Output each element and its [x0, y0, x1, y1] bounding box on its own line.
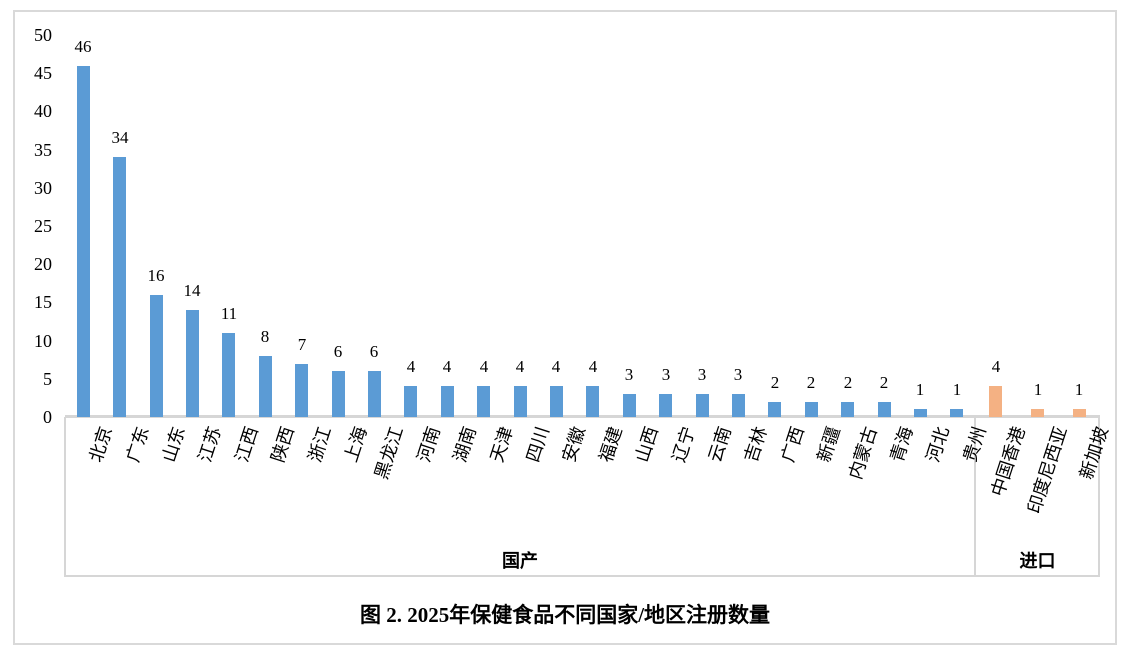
bar	[805, 402, 818, 417]
bar-value-label: 4	[406, 357, 416, 376]
bar-value-label: 1	[1033, 380, 1043, 399]
y-axis-tick-label: 15	[34, 292, 52, 313]
bar	[914, 409, 927, 417]
bar-value-label: 6	[369, 342, 379, 361]
bar-value-label: 11	[220, 304, 238, 323]
category-box-bottom-line	[65, 575, 1100, 577]
bar-value-label: 4	[588, 357, 598, 376]
group-label-domestic: 国产	[502, 551, 538, 571]
bar-value-label: 34	[111, 128, 129, 147]
chart-title: 图 2. 2025年保健食品不同国家/地区注册数量	[359, 603, 771, 627]
bar-value-label: 3	[733, 365, 743, 384]
bar	[477, 386, 490, 417]
y-axis-tick-label: 50	[34, 25, 52, 45]
bar-value-label: 2	[879, 373, 889, 392]
bar	[222, 333, 235, 417]
bar	[113, 157, 126, 417]
bar	[295, 364, 308, 417]
bar	[150, 295, 163, 417]
bar-value-label: 6	[333, 342, 343, 361]
bar	[259, 356, 272, 417]
bar-value-label: 46	[74, 37, 92, 56]
bar-value-label: 2	[806, 373, 816, 392]
y-axis-tick-label: 10	[34, 330, 52, 351]
bar-value-label: 4	[551, 357, 561, 376]
bar-value-label: 8	[260, 327, 270, 346]
category-divider-left	[64, 417, 66, 577]
bar-value-label: 4	[991, 357, 1001, 376]
bar	[514, 386, 527, 417]
bar	[1031, 409, 1044, 417]
category-divider-right	[1098, 417, 1100, 577]
bar-value-label: 1	[915, 380, 925, 399]
bar	[989, 386, 1002, 417]
bar	[77, 66, 90, 417]
bar-value-label: 16	[147, 266, 165, 285]
y-axis-tick-label: 35	[34, 139, 52, 160]
bar	[878, 402, 891, 417]
category-divider-middle	[974, 417, 976, 577]
bar-value-label: 3	[624, 365, 634, 384]
y-axis-tick-label: 0	[43, 407, 52, 427]
bar	[768, 402, 781, 417]
bar-value-label: 4	[479, 357, 489, 376]
bar	[441, 386, 454, 417]
y-axis-tick-label: 20	[34, 254, 52, 275]
bar-value-label: 1	[1074, 380, 1084, 399]
y-axis-tick-label: 5	[43, 368, 52, 389]
bar-value-label: 3	[697, 365, 707, 384]
bar	[332, 371, 345, 417]
bar	[1073, 409, 1086, 417]
bar-value-label: 7	[297, 335, 307, 354]
bar	[841, 402, 854, 417]
y-axis-tick-label: 40	[34, 101, 52, 122]
bar	[732, 394, 745, 417]
group-label-import: 进口	[1019, 551, 1056, 571]
bar	[186, 310, 199, 417]
bar-value-label: 14	[183, 281, 201, 300]
bar	[586, 386, 599, 417]
bar-value-label: 4	[515, 357, 525, 376]
bar	[550, 386, 563, 417]
x-axis-line	[65, 415, 1100, 418]
bar-value-label: 4	[442, 357, 452, 376]
bar	[659, 394, 672, 417]
bar	[950, 409, 963, 417]
bar-value-label: 2	[770, 373, 780, 392]
bar-value-label: 1	[952, 380, 962, 399]
bar-value-label: 2	[843, 373, 853, 392]
bar	[696, 394, 709, 417]
y-axis-tick-label: 45	[34, 63, 52, 84]
y-axis-tick-label: 30	[34, 177, 52, 198]
bar	[404, 386, 417, 417]
bar	[368, 371, 381, 417]
y-axis-tick-label: 25	[34, 216, 52, 236]
bar-value-label: 3	[661, 365, 671, 384]
bar	[623, 394, 636, 417]
